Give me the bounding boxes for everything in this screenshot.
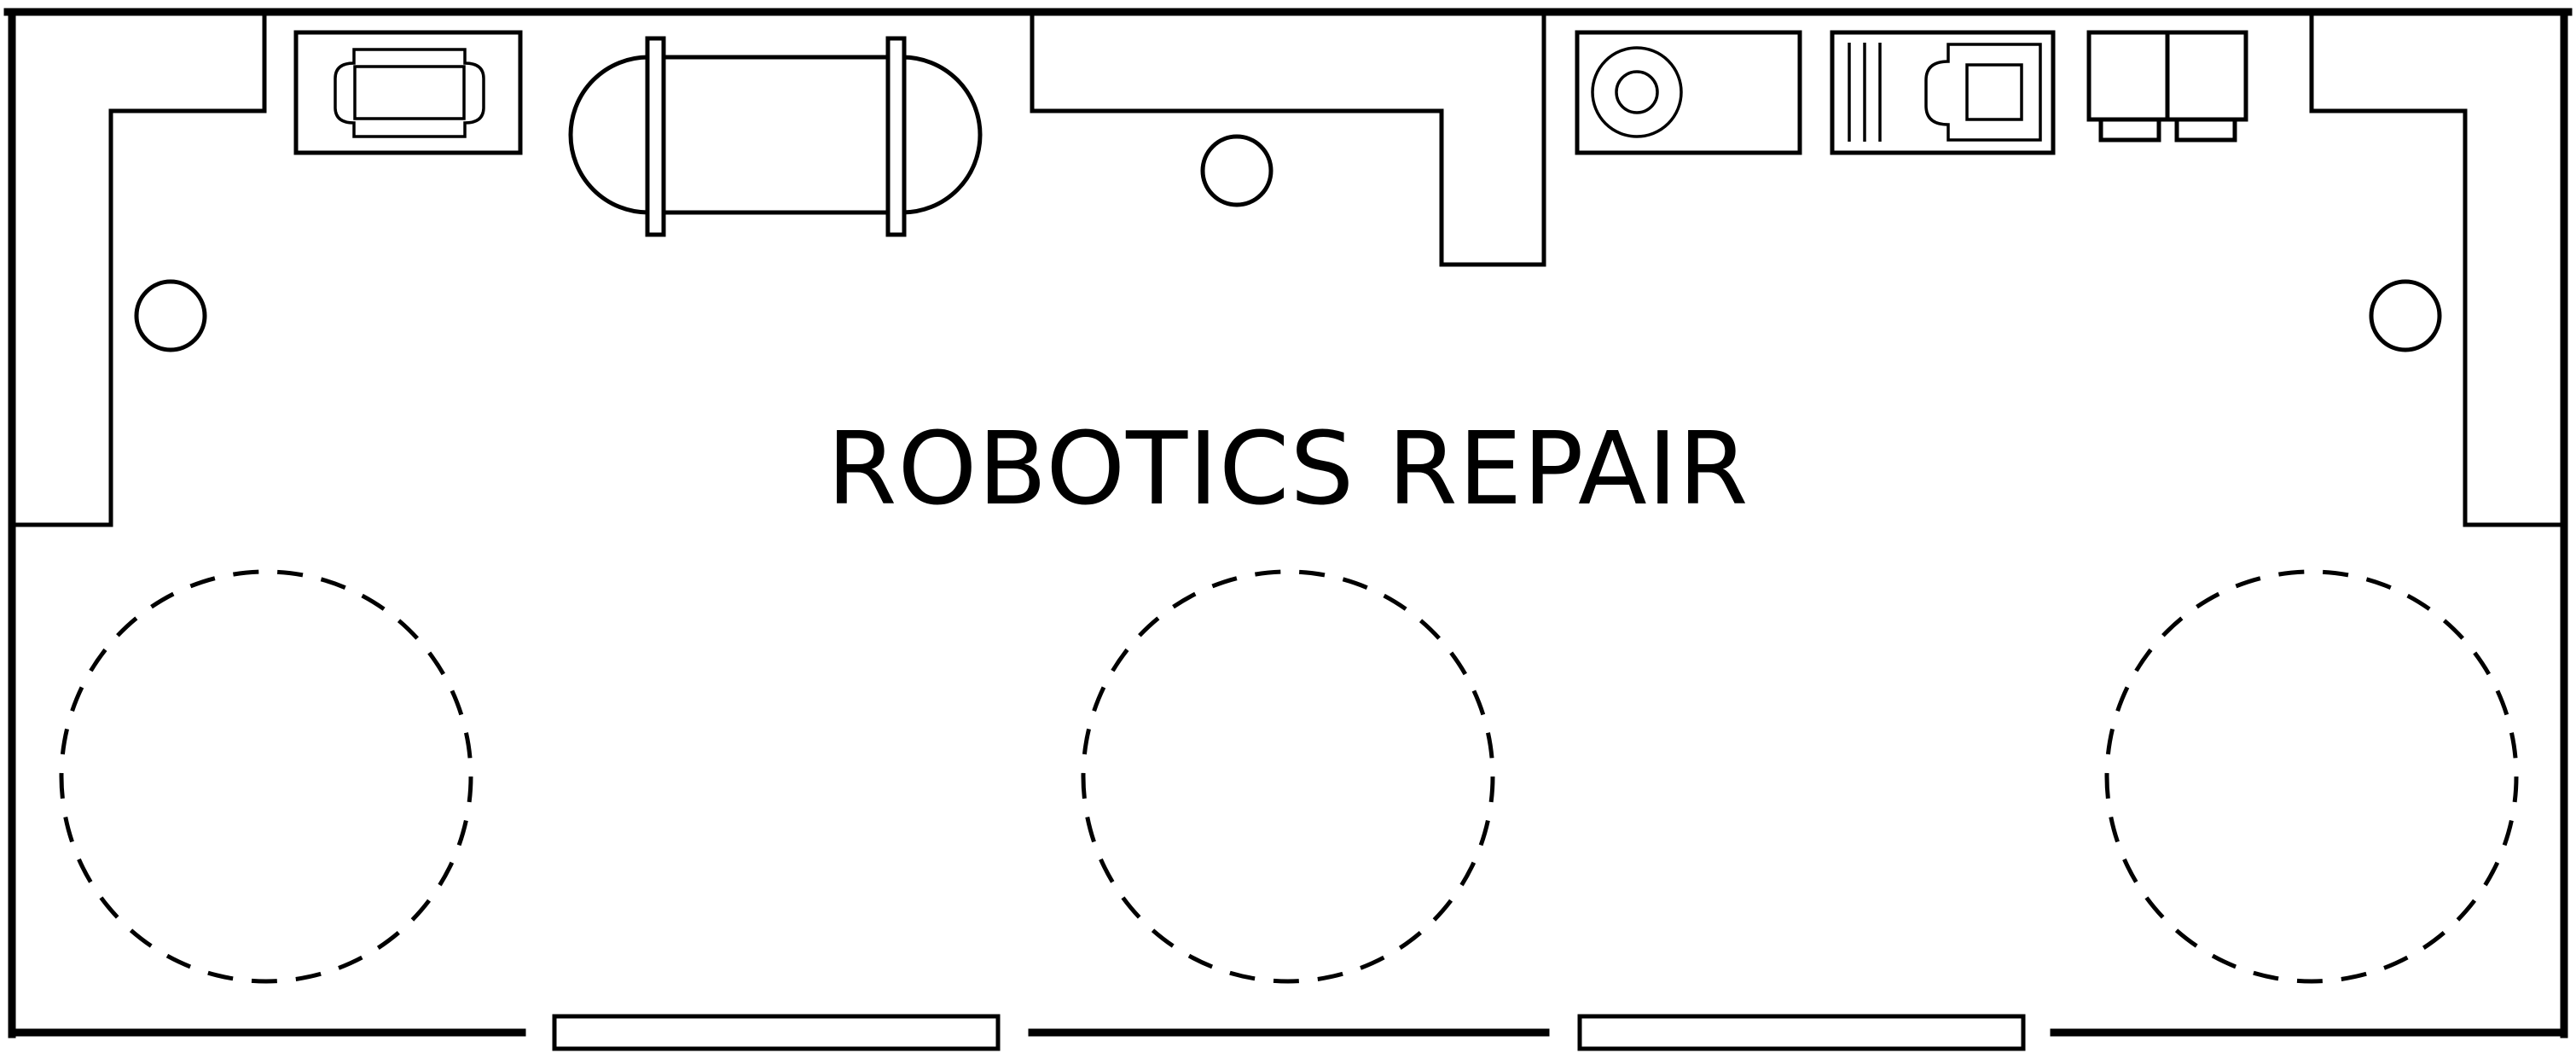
repair-circle-center bbox=[1081, 569, 1495, 984]
windows bbox=[552, 1014, 2026, 1051]
center-bulkhead-wall bbox=[1030, 12, 1546, 267]
post-left bbox=[134, 279, 207, 352]
post-center bbox=[1200, 134, 1273, 207]
locker-icon bbox=[2086, 30, 2248, 143]
interior-walls bbox=[12, 12, 2564, 527]
post-right bbox=[2369, 279, 2442, 352]
repair-circle-left bbox=[59, 569, 473, 984]
left-alcove-wall bbox=[12, 12, 267, 527]
terminal-icon bbox=[1830, 30, 2056, 155]
window-left bbox=[552, 1014, 1001, 1051]
posts bbox=[134, 134, 2442, 352]
console-icon bbox=[293, 30, 523, 155]
capsule-pod-icon bbox=[568, 36, 983, 237]
right-alcove-wall bbox=[2309, 12, 2564, 527]
control-panel-icon bbox=[1575, 30, 1802, 155]
repair-circles bbox=[59, 569, 2519, 984]
window-right bbox=[1577, 1014, 2026, 1051]
repair-circle-right bbox=[2104, 569, 2519, 984]
room-label: ROBOTICS REPAIR bbox=[827, 410, 1749, 527]
